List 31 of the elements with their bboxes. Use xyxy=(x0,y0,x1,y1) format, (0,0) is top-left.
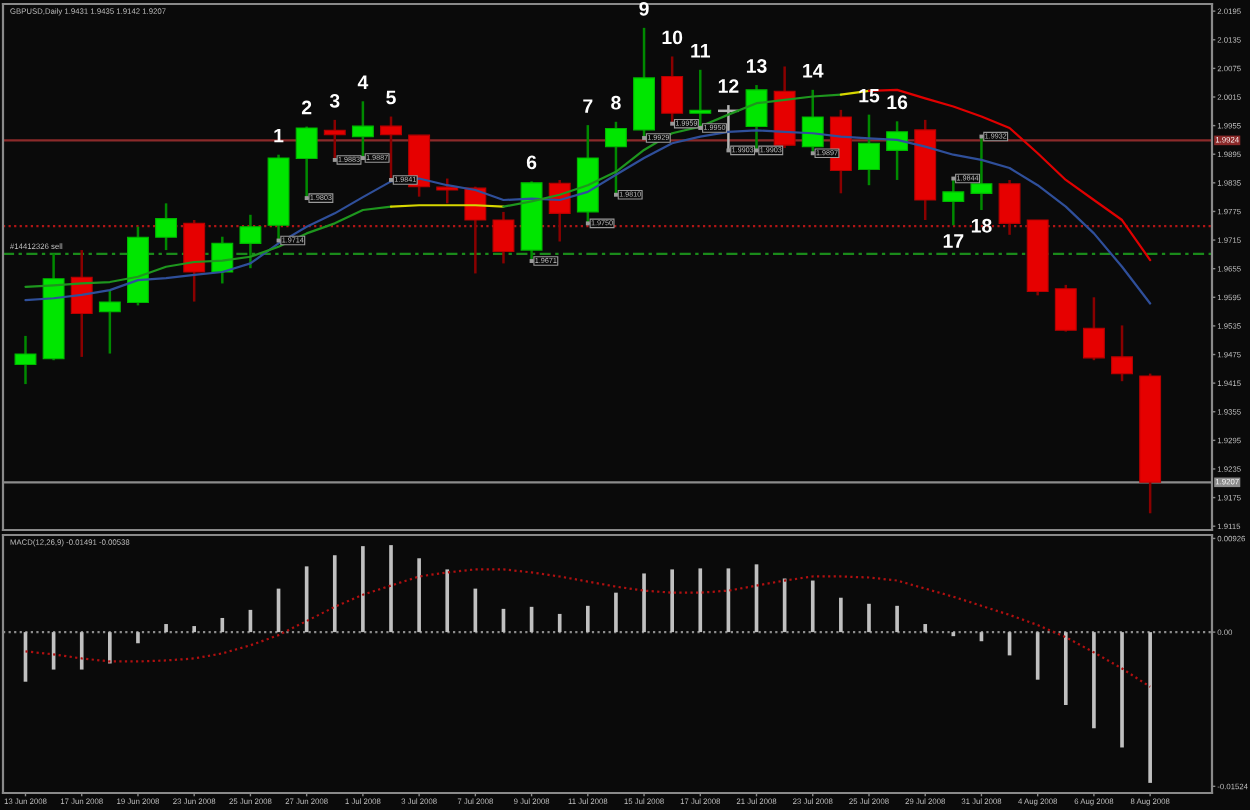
candlestick xyxy=(1111,324,1133,383)
line-series xyxy=(24,568,1152,688)
text: 16 xyxy=(887,95,908,110)
text: 11 xyxy=(691,44,711,58)
candlestick xyxy=(1082,296,1105,362)
candlestick xyxy=(886,120,909,182)
text: 15 xyxy=(859,88,880,103)
text: 18 xyxy=(971,218,992,233)
text: 12 xyxy=(718,79,739,93)
candlestick xyxy=(98,288,121,355)
candlestick xyxy=(239,213,262,270)
text: 4 xyxy=(357,75,369,89)
text: 2 xyxy=(301,100,312,115)
text: 14 xyxy=(803,64,824,78)
text: 5 xyxy=(386,90,396,105)
candlestick xyxy=(492,210,515,265)
text: 7 xyxy=(583,99,593,113)
text: 3 xyxy=(329,93,340,108)
text: 17 xyxy=(943,234,964,248)
text: 9 xyxy=(639,1,649,16)
text: 1 xyxy=(274,128,284,143)
candlestick xyxy=(155,202,178,252)
candlestick xyxy=(14,334,37,386)
candlestick xyxy=(858,113,880,187)
text: 8 xyxy=(611,95,621,110)
text: 10 xyxy=(662,30,683,45)
candlestick xyxy=(436,177,459,205)
text: 13 xyxy=(746,59,767,73)
text: 6 xyxy=(526,155,537,170)
candlestick xyxy=(1054,283,1077,333)
candlestick xyxy=(998,178,1021,237)
